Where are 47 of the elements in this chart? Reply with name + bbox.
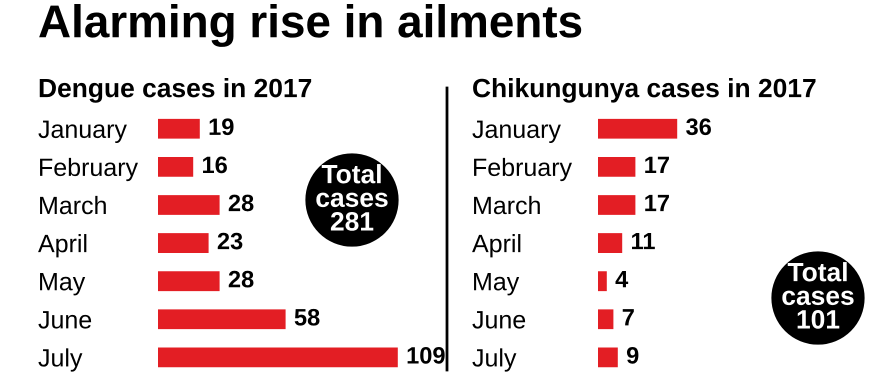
chart-title: Alarming rise in ailments — [39, 4, 582, 47]
data-label: 23 — [218, 232, 242, 250]
chart-subtitle: Dengue cases in 2017 — [40, 78, 312, 103]
data-label: 28 — [228, 194, 254, 212]
data-label: 28 — [228, 270, 254, 288]
bar — [158, 347, 398, 368]
bar — [598, 347, 618, 368]
chart-subtitle: Chikungunya cases in 2017 — [473, 78, 816, 103]
y-tick-label: January — [472, 120, 561, 144]
bar — [598, 195, 636, 215]
data-label: 109 — [408, 346, 445, 364]
data-label: 17 — [645, 194, 669, 212]
y-tick-label: June — [38, 311, 92, 329]
data-label: 19 — [210, 118, 234, 136]
bar — [598, 271, 607, 292]
bar — [158, 271, 220, 292]
y-tick-label: March — [474, 196, 540, 214]
data-label: 9 — [626, 346, 638, 364]
bar — [598, 233, 622, 253]
bar — [158, 233, 209, 253]
data-label: 17 — [645, 156, 669, 173]
y-tick-label: May — [474, 273, 520, 296]
bar — [158, 309, 286, 330]
y-tick-label: July — [38, 348, 82, 372]
annotation: Total cases 281 — [316, 164, 388, 231]
y-tick-label: April — [472, 234, 520, 258]
data-label: 11 — [632, 232, 655, 250]
data-label: 36 — [686, 118, 711, 136]
data-label: 7 — [622, 309, 634, 326]
text: Total cases 101 — [782, 262, 854, 329]
data-label: 58 — [294, 308, 320, 326]
bar — [158, 195, 220, 215]
data-label: 4 — [615, 271, 628, 288]
y-tick-label: March — [40, 196, 106, 214]
y-tick-label: July — [472, 348, 516, 372]
y-tick-label: April — [38, 234, 86, 258]
bar — [598, 156, 636, 177]
y-tick-label: June — [472, 311, 526, 329]
data-label: 16 — [203, 156, 227, 174]
bar — [158, 118, 200, 139]
y-tick-label: January — [38, 120, 127, 144]
bar — [158, 156, 194, 177]
y-tick-label: February — [474, 158, 572, 182]
bar — [598, 118, 678, 139]
y-tick-label: May — [40, 273, 86, 296]
y-tick-label: February — [40, 158, 138, 182]
bar — [598, 309, 614, 330]
